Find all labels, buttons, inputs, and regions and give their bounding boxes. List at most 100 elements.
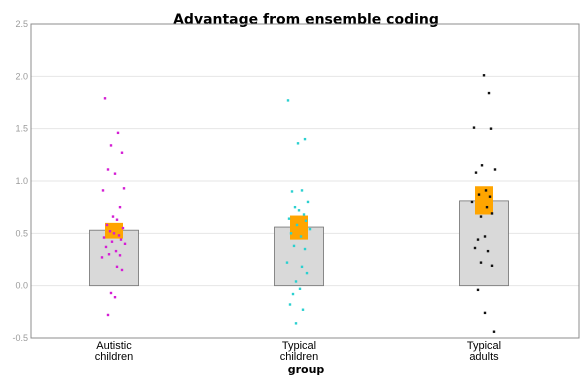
data-point: [123, 242, 127, 245]
data-point: [480, 164, 484, 167]
data-point: [301, 308, 305, 311]
data-point: [115, 218, 119, 221]
data-point: [285, 261, 289, 264]
data-point: [290, 190, 294, 193]
y-tick-label: 1.0: [15, 176, 28, 186]
data-point: [476, 238, 480, 241]
x-tick-label-line: Typical: [282, 340, 316, 352]
data-point: [486, 249, 490, 253]
x-tick-label-line: children: [95, 351, 134, 363]
data-point: [287, 217, 291, 220]
data-point: [111, 215, 115, 218]
data-point: [118, 205, 122, 209]
error-box: [290, 215, 308, 240]
y-tick-label: 1.5: [15, 124, 28, 134]
data-points: [100, 74, 497, 333]
data-point: [119, 238, 123, 241]
data-point: [108, 230, 112, 233]
data-point: [479, 215, 483, 218]
data-point: [294, 322, 298, 325]
data-point: [104, 245, 108, 249]
data-point: [482, 74, 486, 77]
data-point: [103, 97, 107, 100]
data-point: [291, 292, 295, 296]
y-tick-label: 0.5: [15, 228, 28, 238]
data-point: [305, 271, 309, 275]
data-point: [474, 171, 478, 174]
data-point: [470, 200, 474, 204]
data-point: [113, 295, 117, 299]
data-point: [110, 240, 114, 243]
data-point: [121, 226, 125, 230]
x-tick-label: Autistic children: [95, 340, 134, 363]
data-point: [493, 168, 497, 171]
x-tick-label-line: children: [280, 351, 319, 363]
data-point: [308, 227, 312, 231]
data-point: [298, 287, 302, 291]
data-point: [118, 254, 122, 257]
y-axis-ticks: -0.5 0.0 0.5 1.0 1.5 2.0 2.5: [12, 19, 28, 343]
data-point: [300, 265, 304, 269]
data-point: [300, 189, 304, 192]
data-point: [296, 142, 300, 145]
data-point: [477, 193, 481, 196]
data-point: [102, 236, 106, 239]
data-point: [289, 232, 293, 235]
data-point: [302, 213, 306, 216]
data-point: [484, 189, 488, 192]
data-point: [303, 247, 307, 251]
data-point: [473, 246, 477, 250]
data-point: [294, 280, 298, 283]
x-tick-label-line: Typical: [467, 340, 501, 352]
data-point: [107, 253, 111, 256]
data-point: [490, 212, 494, 215]
data-point: [106, 313, 110, 317]
data-point: [116, 131, 120, 135]
data-point: [476, 288, 480, 292]
data-point: [488, 195, 492, 198]
data-point: [304, 219, 308, 222]
data-point: [120, 268, 124, 272]
data-point: [109, 144, 113, 147]
data-point: [122, 187, 126, 190]
y-tick-label: 2.5: [15, 19, 28, 29]
data-point: [120, 151, 124, 154]
bars: [89, 200, 509, 287]
data-point: [295, 223, 299, 227]
plot-frame: [30, 23, 580, 339]
data-point: [489, 127, 493, 130]
data-point: [114, 249, 118, 253]
x-tick-label-line: adults: [469, 351, 499, 363]
data-point: [106, 168, 110, 171]
data-point: [109, 291, 113, 295]
data-point: [115, 265, 119, 269]
x-axis-label: group: [288, 363, 325, 376]
data-point: [479, 261, 483, 264]
data-point: [303, 137, 307, 141]
data-point: [113, 172, 117, 175]
data-point: [112, 232, 116, 235]
data-point: [483, 235, 487, 238]
x-tick-label: Typical children: [280, 340, 319, 363]
y-tick-label: 2.0: [15, 71, 28, 81]
data-point: [299, 235, 303, 238]
chart-title: Advantage from ensemble coding: [173, 12, 439, 28]
error-box: [475, 186, 493, 215]
x-tick-label: Typical adults: [467, 340, 501, 363]
data-point: [483, 311, 487, 315]
data-point: [101, 189, 105, 192]
data-point: [117, 234, 121, 237]
data-point: [288, 303, 292, 306]
data-point: [306, 200, 310, 204]
x-tick-label-line: Autistic: [96, 340, 132, 352]
data-point: [485, 205, 489, 209]
data-point: [105, 223, 109, 227]
y-tick-label: 0.0: [15, 281, 28, 291]
y-tick-label: -0.5: [12, 333, 28, 343]
bar: [459, 200, 509, 287]
data-point: [490, 264, 494, 267]
data-point: [293, 205, 297, 209]
data-point: [100, 256, 104, 259]
